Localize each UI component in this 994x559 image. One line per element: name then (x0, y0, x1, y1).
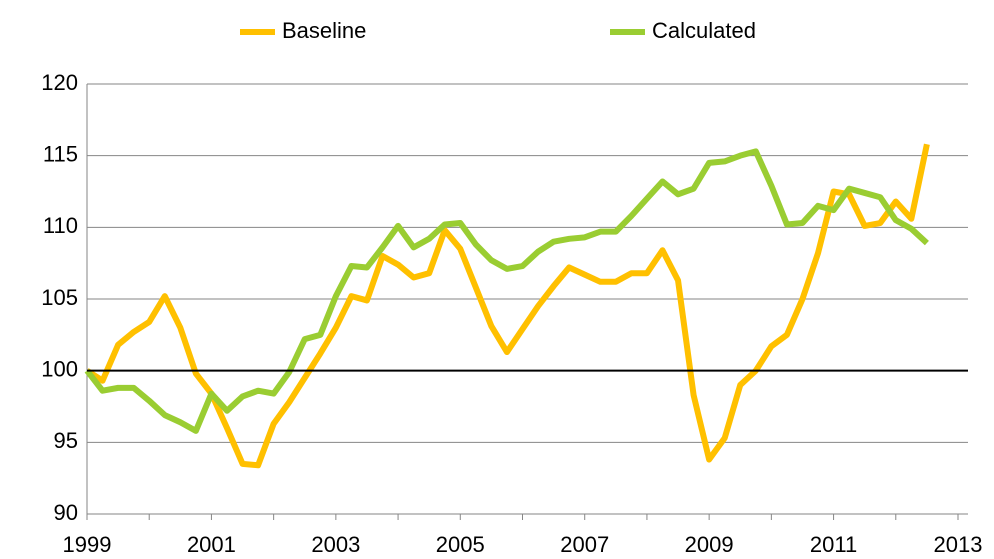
x-tick-label: 2007 (560, 532, 609, 557)
x-tick-label: 2005 (436, 532, 485, 557)
y-tick-label: 110 (43, 213, 78, 238)
data-line (85, 143, 930, 469)
x-tick-label: 2003 (311, 532, 360, 557)
y-tick-label: 105 (41, 285, 78, 310)
y-tick-label: 115 (43, 141, 78, 166)
x-tick-label: 2013 (934, 532, 983, 557)
x-tick-label: 2011 (810, 532, 857, 557)
x-tick-label: 2001 (187, 532, 236, 557)
y-tick-label: 90 (54, 500, 78, 525)
x-tick-label: 2009 (685, 532, 734, 557)
y-tick-label: 120 (41, 70, 78, 95)
data-line (84, 148, 929, 434)
x-tick-label: 1999 (63, 532, 112, 557)
y-tick-label: 95 (54, 428, 78, 453)
legend-label: Calculated (652, 18, 756, 43)
legend-label: Baseline (282, 18, 366, 43)
y-tick-label: 100 (41, 356, 78, 381)
